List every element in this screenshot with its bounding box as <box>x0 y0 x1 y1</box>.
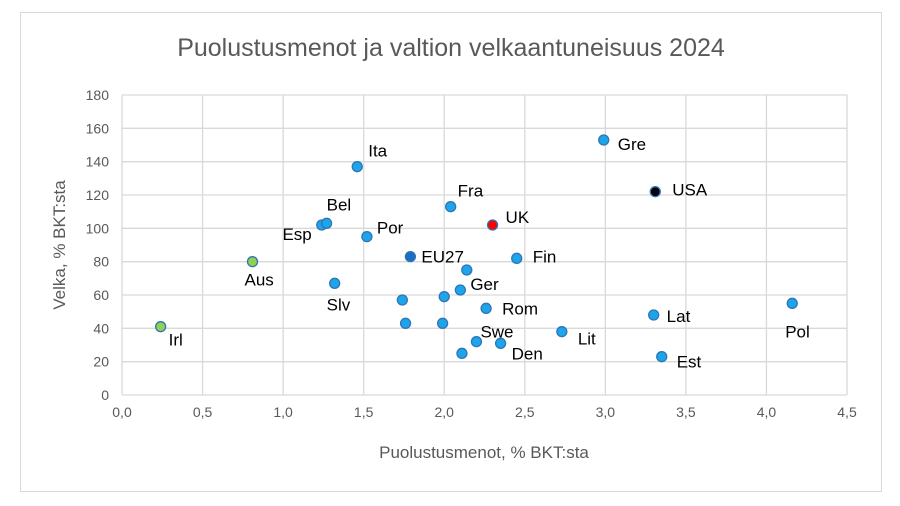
x-tick-label: 1,0 <box>273 404 293 420</box>
y-tick-label: 120 <box>86 187 110 203</box>
data-label: Rom <box>502 299 538 318</box>
data-point-lit <box>556 326 568 338</box>
x-tick-label: 2,0 <box>434 404 454 420</box>
data-label: Por <box>377 219 404 238</box>
data-point <box>396 294 408 306</box>
x-axis-title: Puolustusmenot, % BKT:sta <box>379 443 589 462</box>
chart-frame <box>20 12 882 492</box>
data-point-den <box>494 337 507 349</box>
x-tick-label: 1,5 <box>354 404 374 420</box>
data-point-slv <box>329 277 341 289</box>
data-point-ita <box>351 161 363 173</box>
data-point-est <box>656 351 668 363</box>
y-tick-label: 160 <box>86 120 110 136</box>
chart-title: Puolustusmenot ja valtion velkaantuneisu… <box>177 34 725 62</box>
data-label: USA <box>672 181 708 200</box>
x-tick-label: 3,5 <box>676 404 696 420</box>
y-tick-label: 100 <box>86 220 110 236</box>
data-label: Ita <box>368 142 387 161</box>
data-points: Irl Aus Esp Bel Ita Por Slv EU27 Fra UK Ger Fin Gre U… <box>155 134 810 372</box>
data-label: Lat <box>667 307 691 326</box>
data-label: Est <box>677 353 702 372</box>
data-point-usa <box>649 186 661 198</box>
gridlines <box>121 94 848 396</box>
y-tick-label: 180 <box>86 87 110 103</box>
data-label: Ger <box>470 275 499 294</box>
data-label: Esp <box>282 225 311 244</box>
y-tick-label: 20 <box>93 354 109 370</box>
y-axis-title: Velka, % BKT:sta <box>50 180 69 310</box>
data-label: EU27 <box>421 248 464 267</box>
y-tick-label: 60 <box>93 287 109 303</box>
data-label: Bel <box>327 195 352 214</box>
data-point-gre <box>598 134 610 146</box>
data-point-pol <box>786 297 798 309</box>
data-point-swe <box>470 336 483 348</box>
x-tick-label: 4,5 <box>837 404 857 420</box>
data-label: Gre <box>618 135 646 154</box>
data-point-uk <box>486 219 499 231</box>
data-point-aus <box>246 256 259 268</box>
x-tick-label: 4,0 <box>757 404 777 420</box>
y-tick-label: 140 <box>86 154 110 170</box>
data-label: Slv <box>327 295 351 314</box>
y-tick-label: 0 <box>101 387 109 403</box>
data-label: Den <box>512 344 543 363</box>
data-label: Swe <box>480 323 513 342</box>
data-label: Fin <box>533 247 557 266</box>
data-label: UK <box>506 208 530 227</box>
y-tick-label: 40 <box>93 320 109 336</box>
x-tick-label: 3,0 <box>596 404 616 420</box>
y-tick-label: 80 <box>93 254 109 270</box>
x-tick-label: 2,5 <box>515 404 535 420</box>
data-point-ger <box>454 284 466 296</box>
data-label: Fra <box>458 182 484 201</box>
data-label: Irl <box>169 331 183 350</box>
data-point-eu27 <box>404 251 417 263</box>
data-point-por <box>361 231 373 243</box>
data-point-lat <box>648 309 660 321</box>
data-label: Aus <box>245 271 274 290</box>
data-label: Pol <box>785 322 810 341</box>
data-point <box>436 317 449 329</box>
x-tick-label: 0,5 <box>193 404 213 420</box>
data-point <box>438 291 450 303</box>
data-point-fra <box>445 201 457 213</box>
data-point <box>461 264 473 276</box>
data-point-rom <box>480 302 492 314</box>
data-point-irl <box>155 321 167 333</box>
x-tick-label: 0,0 <box>112 404 132 420</box>
data-point-fin <box>511 252 523 264</box>
data-point <box>456 347 468 359</box>
data-point <box>399 317 412 329</box>
tick-labels: 0,0 0,5 1,0 1,5 2,0 2,5 3,0 3,5 4,0 4,5 0 20 40 60 80 1… <box>86 87 857 420</box>
data-label: Lit <box>578 330 596 349</box>
data-point-bel <box>320 217 333 229</box>
